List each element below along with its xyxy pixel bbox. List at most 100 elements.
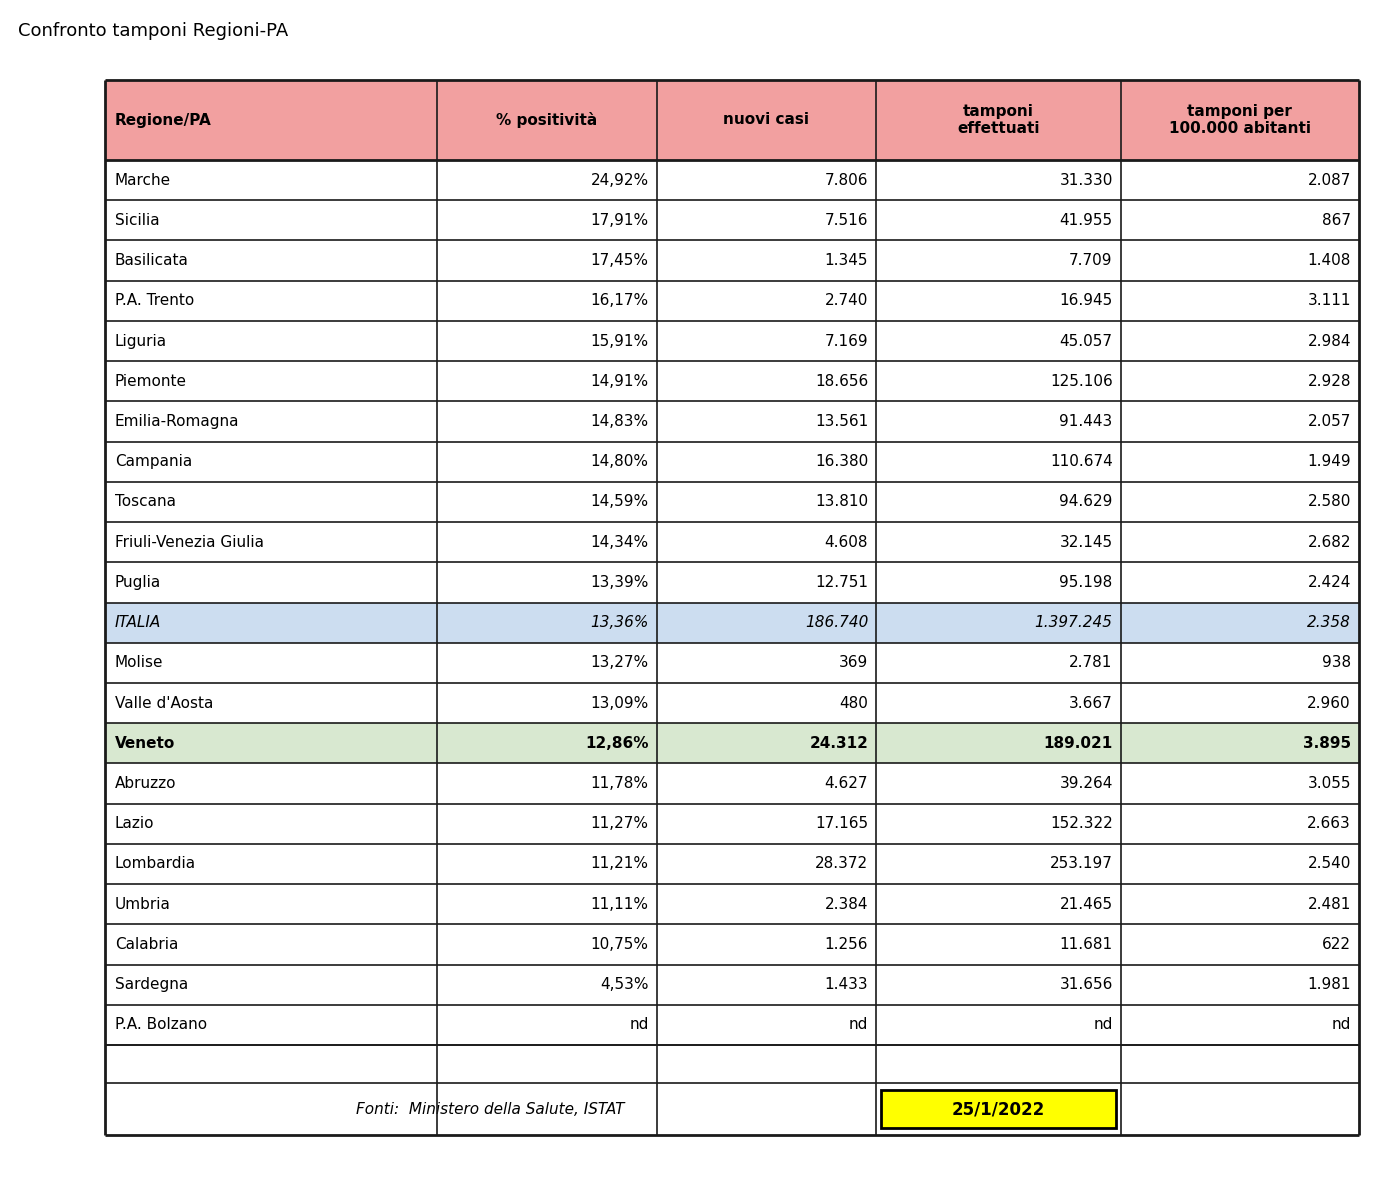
Text: 14,59%: 14,59% — [591, 494, 648, 509]
Text: Basilicata: Basilicata — [114, 253, 188, 268]
Text: 4,53%: 4,53% — [601, 977, 648, 992]
Text: Fonti:  Ministero della Salute, ISTAT: Fonti: Ministero della Salute, ISTAT — [357, 1102, 625, 1116]
Text: 16,17%: 16,17% — [591, 293, 648, 308]
Text: 91.443: 91.443 — [1059, 414, 1112, 428]
Bar — [105, 80, 1359, 159]
Text: 7.516: 7.516 — [825, 213, 868, 227]
Bar — [105, 159, 1359, 200]
Text: Molise: Molise — [114, 656, 163, 670]
Text: 13,39%: 13,39% — [591, 575, 648, 590]
Text: ITALIA: ITALIA — [114, 615, 162, 631]
Text: 13,36%: 13,36% — [591, 615, 648, 631]
Text: 14,80%: 14,80% — [591, 455, 648, 469]
Text: nd: nd — [1331, 1017, 1351, 1033]
Text: 189.021: 189.021 — [1044, 735, 1112, 751]
Text: nd: nd — [1093, 1017, 1112, 1033]
Bar — [105, 522, 1359, 562]
Bar — [105, 321, 1359, 361]
Text: nd: nd — [849, 1017, 868, 1033]
Text: 2.682: 2.682 — [1308, 534, 1351, 550]
Text: 24.312: 24.312 — [810, 735, 868, 751]
Text: 2.424: 2.424 — [1308, 575, 1351, 590]
Text: Umbria: Umbria — [114, 897, 171, 912]
Text: 15,91%: 15,91% — [591, 333, 648, 349]
Text: Lazio: Lazio — [114, 816, 155, 832]
Text: 14,34%: 14,34% — [591, 534, 648, 550]
Text: Emilia-Romagna: Emilia-Romagna — [114, 414, 240, 428]
Bar — [105, 401, 1359, 441]
Bar — [105, 884, 1359, 925]
Text: 2.481: 2.481 — [1308, 897, 1351, 912]
Text: 13,09%: 13,09% — [591, 696, 648, 710]
Text: Puglia: Puglia — [114, 575, 162, 590]
Text: Campania: Campania — [114, 455, 192, 469]
Text: 1.345: 1.345 — [825, 253, 868, 268]
Text: 11.681: 11.681 — [1059, 937, 1112, 952]
Text: 11,27%: 11,27% — [591, 816, 648, 832]
Text: 39.264: 39.264 — [1059, 776, 1112, 791]
Bar — [105, 281, 1359, 321]
Bar — [105, 764, 1359, 803]
Text: 938: 938 — [1322, 656, 1351, 670]
Text: 1.256: 1.256 — [825, 937, 868, 952]
Text: 3.895: 3.895 — [1303, 735, 1351, 751]
Bar — [105, 562, 1359, 602]
Text: 2.057: 2.057 — [1308, 414, 1351, 428]
Text: 2.087: 2.087 — [1308, 173, 1351, 188]
Bar — [105, 1083, 1359, 1135]
Text: Regione/PA: Regione/PA — [114, 113, 212, 127]
Text: 1.397.245: 1.397.245 — [1034, 615, 1112, 631]
Text: 14,91%: 14,91% — [591, 374, 648, 389]
Bar — [105, 1045, 1359, 1083]
Text: 13.561: 13.561 — [815, 414, 868, 428]
Bar — [105, 965, 1359, 1004]
Text: 7.806: 7.806 — [825, 173, 868, 188]
Text: 7.709: 7.709 — [1069, 253, 1112, 268]
Text: 1.408: 1.408 — [1308, 253, 1351, 268]
Bar — [105, 200, 1359, 240]
Bar — [105, 441, 1359, 482]
Text: 2.358: 2.358 — [1308, 615, 1351, 631]
Text: 11,11%: 11,11% — [591, 897, 648, 912]
Text: Marche: Marche — [114, 173, 171, 188]
Bar — [105, 240, 1359, 281]
Text: Lombardia: Lombardia — [114, 857, 197, 871]
Text: Confronto tamponi Regioni-PA: Confronto tamponi Regioni-PA — [18, 21, 289, 40]
Text: 2.781: 2.781 — [1069, 656, 1112, 670]
Text: 94.629: 94.629 — [1059, 494, 1112, 509]
Text: Sicilia: Sicilia — [114, 213, 160, 227]
Text: Sardegna: Sardegna — [114, 977, 188, 992]
Text: 24,92%: 24,92% — [591, 173, 648, 188]
Bar — [105, 602, 1359, 643]
Text: 2.580: 2.580 — [1308, 494, 1351, 509]
Text: Veneto: Veneto — [114, 735, 176, 751]
Text: 10,75%: 10,75% — [591, 937, 648, 952]
Text: 17,91%: 17,91% — [591, 213, 648, 227]
Text: Toscana: Toscana — [114, 494, 176, 509]
Text: 1.949: 1.949 — [1308, 455, 1351, 469]
Text: % positività: % positività — [496, 112, 598, 129]
Text: 3.055: 3.055 — [1308, 776, 1351, 791]
Text: 18.656: 18.656 — [815, 374, 868, 389]
Text: P.A. Bolzano: P.A. Bolzano — [114, 1017, 208, 1033]
Bar — [881, 1090, 1115, 1128]
Bar — [105, 844, 1359, 884]
Text: 2.663: 2.663 — [1308, 816, 1351, 832]
Text: Calabria: Calabria — [114, 937, 178, 952]
Text: 186.740: 186.740 — [804, 615, 868, 631]
Text: 110.674: 110.674 — [1050, 455, 1112, 469]
Text: 369: 369 — [839, 656, 868, 670]
Bar — [105, 643, 1359, 683]
Text: 95.198: 95.198 — [1059, 575, 1112, 590]
Text: 17,45%: 17,45% — [591, 253, 648, 268]
Text: 1.981: 1.981 — [1308, 977, 1351, 992]
Text: tamponi
effettuati: tamponi effettuati — [958, 104, 1040, 136]
Text: 31.656: 31.656 — [1059, 977, 1112, 992]
Text: 2.540: 2.540 — [1308, 857, 1351, 871]
Text: 622: 622 — [1322, 937, 1351, 952]
Text: 3.111: 3.111 — [1308, 293, 1351, 308]
Bar — [105, 724, 1359, 764]
Text: 3.667: 3.667 — [1069, 696, 1112, 710]
Text: 17.165: 17.165 — [815, 816, 868, 832]
Text: 12,86%: 12,86% — [585, 735, 648, 751]
